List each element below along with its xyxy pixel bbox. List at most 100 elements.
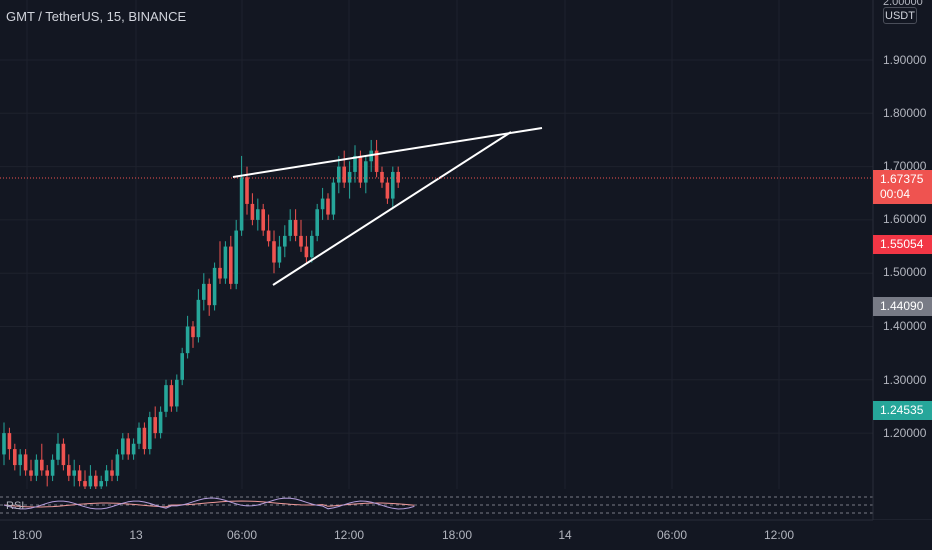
time-axis-label: 18:00 [441, 528, 473, 542]
candle-body [256, 209, 260, 220]
price-axis-label: 1.20000 [883, 426, 927, 440]
candle-body [104, 470, 109, 482]
candle-body [331, 182, 336, 215]
candle-body [385, 182, 390, 199]
rsi-pane [0, 489, 873, 520]
candle-body [261, 209, 265, 231]
candle-body [212, 267, 217, 306]
candlestick-series [2, 139, 400, 492]
candle-body [380, 171, 384, 183]
candle-body [175, 379, 179, 407]
candle-body [304, 246, 309, 258]
candle-body [23, 454, 28, 471]
candle-body [218, 267, 222, 279]
symbol-title[interactable]: GMT / TetherUS, 15, BINANCE [6, 9, 187, 24]
bar-countdown: 00:04 [880, 187, 911, 201]
candle-body [99, 481, 103, 487]
candle-body [315, 209, 319, 236]
rsi-line [3, 497, 415, 510]
candle-body [131, 443, 136, 455]
candle-body [342, 166, 346, 183]
current-price-value: 1.67375 [880, 172, 924, 186]
candle-body [34, 459, 39, 476]
candle-body [142, 427, 147, 450]
candle-body [391, 171, 395, 199]
candle-body [137, 427, 141, 444]
candle-body [61, 443, 66, 466]
candle-body [164, 385, 168, 412]
gray-level-tag: 1.44090 [873, 297, 932, 316]
candle-body [347, 171, 352, 183]
candle-body [115, 454, 120, 476]
currency-button[interactable]: USDT [883, 7, 917, 24]
top-price-label: 2.00000 [883, 0, 923, 8]
candle-body [158, 411, 163, 434]
wedge-pattern-drawing [232, 127, 543, 286]
candle-body [374, 150, 379, 172]
candle-body [191, 326, 195, 338]
candle-body [299, 235, 303, 247]
time-axis-label: 12:00 [763, 528, 795, 542]
candle-body [266, 230, 271, 242]
time-axis-label: 18:00 [11, 528, 43, 542]
time-axis-label: 13 [129, 528, 143, 542]
candle-body [337, 166, 341, 183]
candle-body [229, 246, 233, 284]
green-level-tag: 1.24535 [873, 401, 932, 420]
rsi-indicator-label[interactable]: RSI [6, 500, 25, 512]
time-axis-label: 06:00 [226, 528, 258, 542]
candle-body [239, 177, 244, 231]
candle-body [180, 353, 184, 380]
price-axis-label: 1.50000 [883, 265, 927, 279]
candle-body [67, 465, 71, 476]
candle-body [288, 219, 292, 236]
candle-body [283, 235, 287, 247]
candle-body [169, 385, 174, 407]
candle-body [29, 470, 33, 476]
candle-body [207, 283, 211, 306]
candle-body [353, 155, 357, 172]
candle-body [18, 454, 22, 466]
candle-body [326, 198, 330, 215]
candle-body [13, 449, 17, 466]
candle-body [2, 433, 6, 455]
candle-body [277, 246, 282, 263]
price-axis-label: 1.40000 [883, 319, 927, 333]
candle-body [83, 481, 87, 487]
grid-lines [0, 0, 873, 520]
red-level-tag: 1.55054 [873, 235, 932, 254]
candle-body [272, 241, 276, 263]
candle-body [148, 417, 152, 450]
price-axis-label: 1.30000 [883, 373, 927, 387]
candle-body [293, 219, 298, 236]
rsi-ma-line [3, 500, 415, 508]
candle-body [45, 470, 49, 476]
axis-corner [873, 520, 932, 550]
price-axis-label: 1.60000 [883, 212, 927, 226]
price-axis-label: 1.80000 [883, 106, 927, 120]
candle-body [72, 470, 76, 476]
candle-body [185, 326, 190, 354]
candle-body [234, 230, 238, 284]
candle-body [202, 283, 206, 300]
candle-body [358, 155, 363, 183]
candle-body [320, 198, 325, 210]
candle-body [88, 475, 93, 487]
candle-body [40, 459, 44, 471]
time-axis-label: 14 [558, 528, 572, 542]
candle-body [245, 177, 249, 204]
candle-body [396, 171, 400, 183]
candle-body [94, 475, 98, 487]
wedge-lower-line [272, 131, 512, 286]
wedge-upper-line [232, 127, 543, 178]
candle-body [77, 470, 82, 482]
candle-body [7, 433, 12, 450]
candle-body [50, 459, 55, 476]
price-axis-label: 1.90000 [883, 53, 927, 67]
candle-body [110, 470, 114, 476]
candle-body [364, 161, 368, 183]
time-axis-label: 06:00 [656, 528, 688, 542]
candle-body [121, 438, 125, 455]
